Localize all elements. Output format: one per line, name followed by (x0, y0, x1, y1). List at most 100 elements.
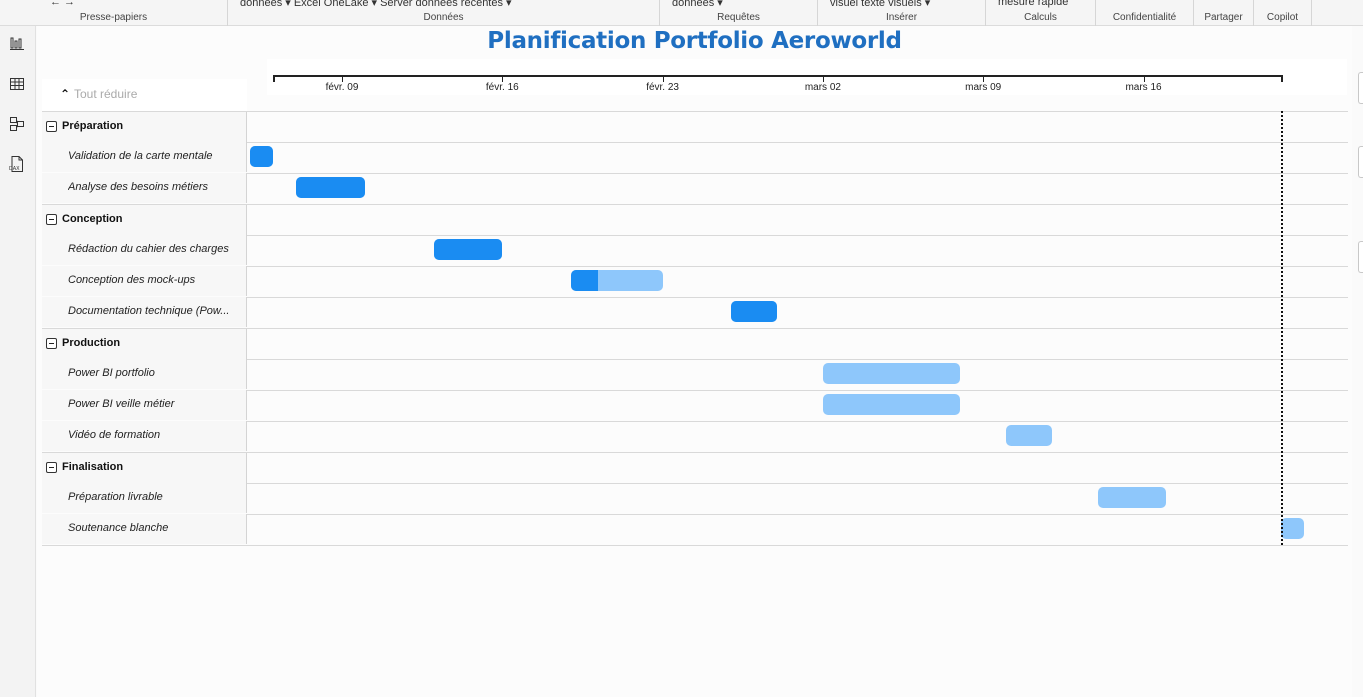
today-marker-line (1280, 111, 1283, 545)
row-divider (68, 173, 1348, 174)
row-label-cell: Conception des mock-ups (42, 266, 247, 296)
group-name: Conception (62, 213, 123, 225)
timeline-end-cap (1281, 75, 1283, 82)
task-name: Documentation technique (Pow... (68, 305, 230, 317)
timeline-tick-label: févr. 09 (325, 82, 359, 93)
ribbon-group-label: Insérer (885, 12, 918, 23)
task-bar[interactable] (433, 239, 503, 260)
task-name: Rédaction du cahier des charges (68, 243, 229, 255)
collapse-all-label: Tout réduire (74, 87, 138, 101)
row-label-cell: Validation de la carte mentale (42, 142, 247, 172)
row-divider (68, 514, 1348, 515)
task-bar[interactable] (1006, 425, 1052, 446)
ribbon-group: ← → Presse-papiers (0, 0, 228, 26)
view-switcher-rail: DAX (0, 26, 36, 697)
task-name: Power BI portfolio (68, 367, 155, 379)
ribbon-button-labels[interactable]: visuel texte visuels ▾ (830, 0, 931, 9)
timeline-tick (1143, 77, 1145, 82)
timeline-tick-label: févr. 16 (485, 82, 519, 93)
gantt-task-row: Soutenance blanche (42, 514, 1348, 545)
report-title: Planification Portfolio Aeroworld (487, 28, 902, 54)
collapse-all-button[interactable]: ⌃ Tout réduire (60, 87, 137, 101)
model-view-icon[interactable] (6, 113, 28, 135)
task-name: Soutenance blanche (68, 522, 169, 534)
gantt-task-row: Préparation livrable (42, 483, 1348, 514)
task-bar[interactable] (571, 270, 663, 291)
collapse-group-icon[interactable] (46, 338, 57, 349)
report-view-icon[interactable] (6, 32, 28, 54)
ribbon-button-labels[interactable]: mesure rapide (998, 0, 1069, 8)
collapse-group-icon[interactable] (46, 121, 57, 132)
pane-handle[interactable] (1358, 72, 1363, 104)
timeline-axis: févr. 09 févr. 16 févr. 23 mars 02 mars 09 ma… (273, 59, 1283, 99)
timeline-tick-label: mars 16 (1125, 82, 1162, 93)
right-pane-edge (1352, 26, 1363, 697)
collapse-group-icon[interactable] (46, 214, 57, 225)
row-divider (68, 421, 1348, 422)
row-label-cell: Préparation livrable (42, 483, 247, 513)
ribbon-group: données ▾ Excel OneLake ▾ Server données… (228, 0, 660, 26)
timeline-header (267, 59, 1347, 95)
gantt-task-row: Conception des mock-ups (42, 266, 1348, 297)
row-divider (68, 483, 1348, 484)
report-canvas: Planification Portfolio Aeroworld ⌃ Tout… (37, 26, 1352, 697)
task-name: Conception des mock-ups (68, 274, 196, 286)
task-bar[interactable] (822, 394, 961, 415)
task-progress-fill (250, 146, 274, 167)
row-label-cell: Rédaction du cahier des charges (42, 235, 247, 265)
row-divider (68, 266, 1348, 267)
ribbon: ← → Presse-papiers données ▾ Excel OneLake… (0, 0, 1363, 26)
row-divider (68, 390, 1348, 391)
task-bar[interactable] (1097, 487, 1167, 508)
task-name: Vidéo de formation (68, 429, 161, 441)
collapse-group-icon[interactable] (46, 462, 57, 473)
row-label-cell: Soutenance blanche (42, 514, 247, 544)
gantt-group-row: Finalisation (42, 452, 1348, 483)
timeline-tick (822, 77, 824, 82)
chevron-up-icon: ⌃ (60, 87, 71, 101)
gantt-task-row: Documentation technique (Pow... (42, 297, 1348, 328)
task-name: Préparation livrable (68, 491, 163, 503)
timeline-tick-label: mars 09 (965, 82, 1002, 93)
ribbon-button-labels[interactable]: ← → (50, 0, 76, 8)
task-bar[interactable] (731, 301, 778, 322)
row-label-cell: Analyse des besoins métiers (42, 173, 247, 203)
gantt-bottom-border (42, 545, 1348, 546)
gantt-group-row: Conception (42, 204, 1348, 235)
ribbon-group: Confidentialité (1096, 0, 1194, 26)
task-name: Validation de la carte mentale (68, 150, 213, 162)
ribbon-button-labels[interactable]: données ▾ Excel OneLake ▾ Server données… (240, 0, 512, 9)
pane-handle[interactable] (1358, 241, 1363, 273)
row-divider (68, 142, 1348, 143)
task-bar[interactable] (296, 177, 365, 198)
ribbon-group-label: Copilot (1266, 12, 1299, 23)
row-label-cell: Vidéo de formation (42, 421, 247, 451)
group-name: Production (62, 337, 121, 349)
gantt-task-row: Rédaction du cahier des charges (42, 235, 1348, 266)
task-bar[interactable] (822, 363, 961, 384)
ribbon-group-label: Calculs (1024, 12, 1057, 23)
pane-handle[interactable] (1358, 146, 1363, 178)
gantt-task-row: Power BI veille métier (42, 390, 1348, 421)
dax-query-view-icon[interactable]: DAX (6, 153, 28, 175)
timeline-line (273, 75, 1283, 77)
timeline-tick (342, 77, 343, 82)
ribbon-group-label: Requêtes (717, 12, 760, 23)
task-bar[interactable] (1280, 518, 1304, 539)
ribbon-group-label: Partager (1204, 12, 1243, 23)
row-divider (68, 297, 1348, 298)
row-label-cell: Power BI veille métier (42, 390, 247, 420)
ribbon-group: données ▾ Requêtes (660, 0, 818, 26)
group-name: Préparation (62, 120, 124, 132)
task-bar[interactable] (250, 146, 274, 167)
dax-label: DAX (9, 166, 20, 172)
gantt-task-row: Validation de la carte mentale (42, 142, 1348, 173)
table-view-icon[interactable] (6, 73, 28, 95)
row-label-cell: Préparation (42, 112, 247, 142)
row-label-cell: Conception (42, 205, 247, 235)
task-name: Analyse des besoins métiers (68, 181, 209, 193)
gantt-group-row: Production (42, 328, 1348, 359)
task-progress-fill (571, 270, 599, 291)
ribbon-button-labels[interactable]: données ▾ (672, 0, 723, 9)
row-label-cell: Finalisation (42, 453, 247, 483)
